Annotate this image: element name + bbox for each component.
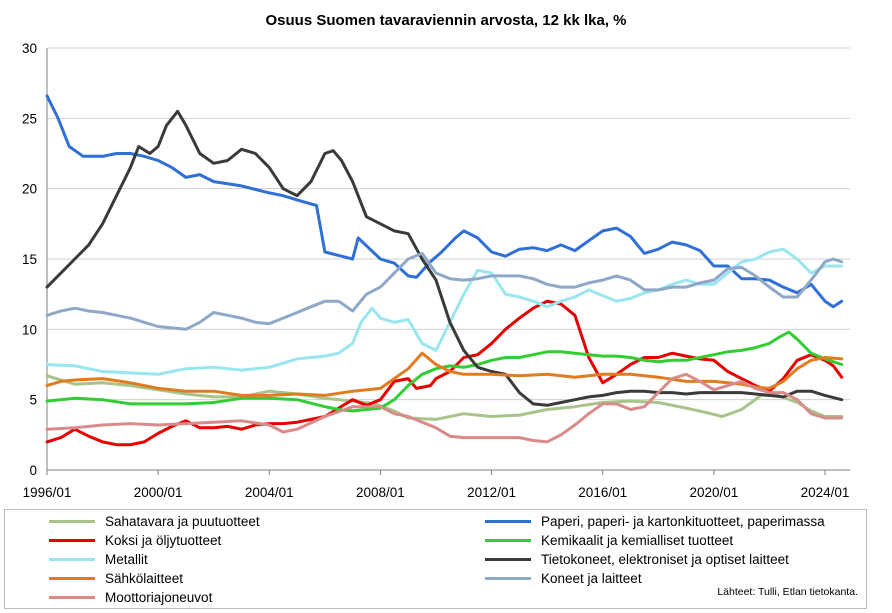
legend-label: Moottoriajoneuvot <box>105 590 213 605</box>
legend-label: Sähkölaitteet <box>105 571 184 586</box>
y-tick-label: 30 <box>22 41 37 56</box>
legend-swatch <box>485 539 531 542</box>
series-line-9 <box>45 372 844 444</box>
series-line-8 <box>45 251 844 331</box>
legend-swatch <box>485 520 531 523</box>
legend-item: Moottoriajoneuvot <box>49 590 212 605</box>
legend-item: Sähkölaitteet <box>49 571 183 586</box>
legend-label: Metallit <box>105 552 148 567</box>
gridlines <box>46 47 850 475</box>
legend-swatch <box>49 558 95 561</box>
legend-item: Metallit <box>49 552 148 567</box>
legend-label: Tietokoneet, elektroniset ja optiset lai… <box>541 552 789 567</box>
series-line-1 <box>45 374 844 421</box>
legend-label: Kemikaalit ja kemialliset tuotteet <box>541 533 734 548</box>
series-lines <box>45 94 844 447</box>
x-tick-label: 2012/01 <box>467 485 516 500</box>
legend-swatch <box>49 577 95 580</box>
legend-label: Paperi, paperi- ja kartonkituotteet, pap… <box>541 514 825 529</box>
legend-label: Koksi ja öljytuotteet <box>105 533 222 548</box>
y-tick-label: 5 <box>29 393 37 408</box>
y-tick-label: 20 <box>22 182 37 197</box>
series-line-2 <box>45 94 844 309</box>
y-tick-label: 15 <box>22 252 37 267</box>
legend-item: Kemikaalit ja kemialliset tuotteet <box>485 533 733 548</box>
legend-item: Sahatavara ja puutuotteet <box>49 514 260 529</box>
series-line-3 <box>45 299 844 447</box>
x-axis-tick-labels: 1996/01 2000/01 2004/01 2008/01 2012/01 2016/… <box>23 485 850 500</box>
x-tick-label: 2004/01 <box>245 485 294 500</box>
series-line-5 <box>45 247 844 376</box>
legend: Sahatavara ja puutuotteet Paperi, paperi-… <box>4 509 867 609</box>
legend-swatch <box>49 596 95 599</box>
legend-label: Koneet ja laitteet <box>541 571 642 586</box>
legend-swatch <box>49 520 95 523</box>
chart-title: Osuus Suomen tavaraviennin arvosta, 12 k… <box>265 12 627 29</box>
source-note: Lähteet: Tulli, Etlan tietokanta. <box>717 586 858 598</box>
legend-item: Paperi, paperi- ja kartonkituotteet, pap… <box>485 514 825 529</box>
x-tick-label: 2000/01 <box>134 485 183 500</box>
x-tick-label: 2020/01 <box>689 485 738 500</box>
x-tick-label: 2024/01 <box>801 485 850 500</box>
y-tick-label: 10 <box>22 322 37 337</box>
legend-swatch <box>485 577 531 580</box>
legend-label: Sahatavara ja puutuotteet <box>105 514 260 529</box>
legend-swatch <box>485 558 531 561</box>
series-line-4 <box>45 330 844 413</box>
legend-item: Koksi ja öljytuotteet <box>49 533 221 548</box>
x-tick-label: 1996/01 <box>23 485 72 500</box>
legend-swatch <box>49 539 95 542</box>
x-tick-label: 2016/01 <box>578 485 627 500</box>
legend-item: Tietokoneet, elektroniset ja optiset lai… <box>485 552 789 567</box>
x-tick-label: 2008/01 <box>356 485 405 500</box>
series-line-6 <box>45 109 844 407</box>
y-tick-label: 0 <box>29 463 37 478</box>
line-chart: 0 5 10 15 20 25 30 1996/01 2000/01 2004/01 2008/0… <box>22 41 850 500</box>
legend-item: Koneet ja laitteet <box>485 571 642 586</box>
y-axis-tick-labels: 0 5 10 15 20 25 30 <box>22 41 37 478</box>
y-tick-label: 25 <box>22 111 37 126</box>
